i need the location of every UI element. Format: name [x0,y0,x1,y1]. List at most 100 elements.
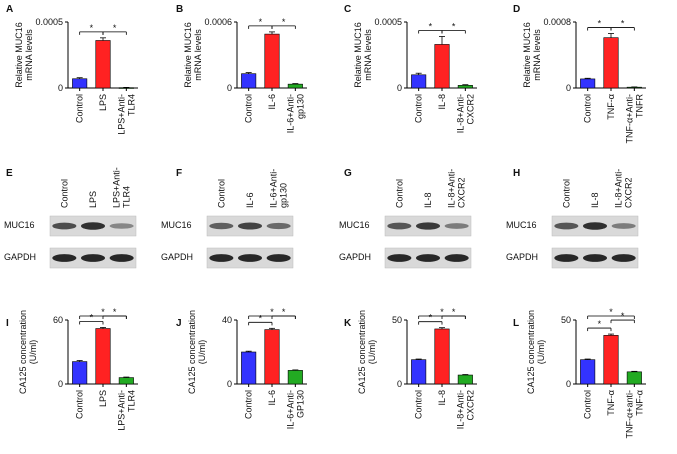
x-tick-label: IL-6 [267,94,277,110]
y-axis-label-line: mRNA levels [24,29,34,81]
x-tick-label-line: Control [75,94,85,123]
x-tick-label-line: gp130 [295,94,305,119]
x-tick-label: IL-6+Anti-gp130 [285,94,305,133]
x-tick-label-line: IL-8 [437,94,447,110]
lane-label-line: IL-8 [590,192,600,208]
significance-star: * [259,313,263,323]
y-tick-label: 0 [397,379,402,389]
bar [264,329,280,385]
significance-star: * [598,19,602,29]
blot-row-label: GAPDH [4,252,36,262]
x-tick-label-line: IL-6+Anti- [285,94,295,133]
panel-letter: E [6,168,13,179]
x-tick-label: LPS [98,390,108,407]
blot-row-label: GAPDH [161,252,193,262]
lane-label-line: IL-8+Anti- [447,169,457,208]
bar [411,359,427,385]
lane-label-line: TLR4 [122,186,132,208]
bar [580,359,596,385]
y-axis-label: CA125 concentration(U/ml) [18,310,38,394]
bar [95,40,111,89]
blot-panel-G: G Control IL-8 IL-8+Anti-CXCR2 MUC16 GAPDH [339,168,472,269]
y-axis-label-line: CA125 concentration [187,310,197,394]
y-tick-label: 40 [222,315,232,325]
x-tick-label: Control [75,94,85,123]
lane-label-line: IL-6+Anti- [269,169,279,208]
y-axis-label-line: mRNA levels [193,29,203,81]
lane-label-line: IL-6 [245,192,255,208]
y-tick-label: 0 [227,379,232,389]
x-tick-label-line: TNF-α [606,94,616,120]
bar [626,371,642,385]
bar [434,328,450,385]
bar [434,44,450,89]
lane-label: Control [59,179,69,208]
y-axis-label-line: Relative MUC16 [353,22,363,88]
x-tick-label: TNF-α [606,94,616,120]
bar [241,73,257,89]
y-axis-label-line: CA125 concentration [357,310,367,394]
x-tick-label-line: Control [414,94,424,123]
x-tick-label-line: TLR4 [126,390,136,412]
blot-band [582,254,608,262]
blot-band [80,254,106,262]
significance-star: * [113,307,117,317]
x-tick-label-line: GP130 [295,390,305,418]
panel-letter: K [344,318,352,329]
bar [287,370,303,385]
bar [603,37,619,89]
lane-label-line: gp130 [279,183,289,208]
x-tick-label-line: LPS+Anti- [116,390,126,431]
bar [241,351,257,385]
x-tick-label-line: Control [414,390,424,419]
chart-panel-I: I 0 60 CA125 concentration(U/ml) Control LPS L… [6,307,138,431]
lane-label-line: LPS [88,191,98,208]
blot-row-label: GAPDH [339,252,371,262]
blot-band [52,222,77,230]
blot-band [415,222,441,230]
significance-star: * [429,313,433,323]
y-axis-label-line: CA125 concentration [18,310,28,394]
significance-star: * [598,319,602,329]
x-tick-label-line: TLR4 [126,94,136,116]
x-tick-label: TNF-α [606,390,616,416]
x-tick-label: Control [244,94,254,123]
x-tick-label-line: TNF-α [606,390,616,416]
y-tick-label: 0 [566,379,571,389]
y-axis-label-line: mRNA levels [532,29,542,81]
y-axis-label-line: Relative MUC16 [183,22,193,88]
significance-star: * [440,307,444,317]
panel-letter: J [176,318,182,329]
bar [287,83,303,89]
x-tick-label: Control [583,390,593,419]
lane-label: Control [216,179,226,208]
y-tick-label: 0 [58,379,63,389]
x-tick-label-line: CXCR2 [465,390,475,421]
bar [264,33,280,89]
significance-star: * [452,307,456,317]
panel-letter: F [176,168,182,179]
panel-letter: I [6,318,9,329]
x-tick-label: Control [414,94,424,123]
blot-band [387,222,412,230]
x-tick-label-line: IL-8+Anti- [455,390,465,429]
lane-label-line: IL-8+Anti- [614,169,624,208]
bar [457,374,473,385]
lane-label-line: Control [394,179,404,208]
lane-label-line: Control [561,179,571,208]
y-tick-label: 0.0006 [204,17,232,27]
lane-label: Control [561,179,571,208]
x-tick-label: Control [75,390,85,419]
blot-panel-F: F Control IL-6 IL-6+Anti-gp130 MUC16 GAPDH [161,168,294,269]
blot-panel-E: E Control LPS LPS+Anti-TLR4 MUC16 GAPDH [4,167,137,269]
blot-row-label: GAPDH [506,252,538,262]
blot-band [554,254,579,262]
y-tick-label: 0 [397,83,402,93]
chart-panel-K: K 0 50 CA125 concentration(U/ml) Control IL-8… [344,307,477,429]
blot-band [237,254,263,262]
lane-label-line: CXCR2 [457,177,467,208]
y-axis-label: CA125 concentration(U/ml) [357,310,377,394]
blot-band [415,254,441,262]
